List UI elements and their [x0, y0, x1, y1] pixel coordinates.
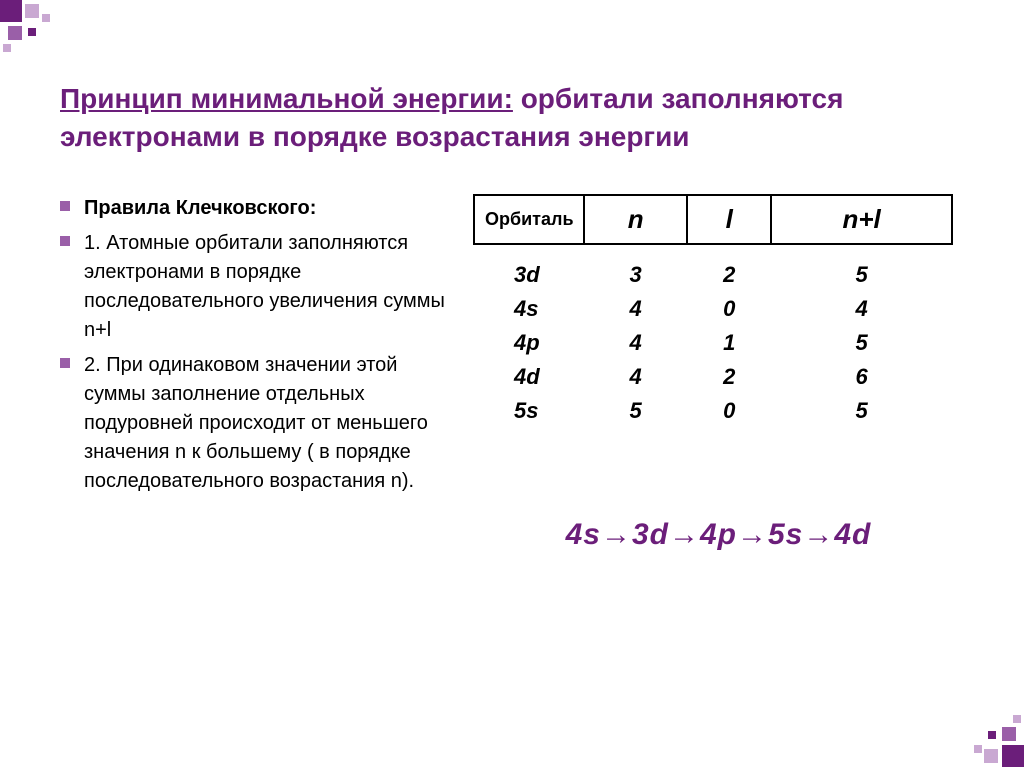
rule-item: 1. Атомные орбитали заполняются электрон…	[60, 229, 445, 345]
cell: 5s	[474, 394, 584, 428]
cell: 5	[771, 258, 952, 292]
bullet-icon	[60, 201, 70, 211]
table-row: 3d 3 2 5	[474, 258, 952, 292]
left-column: Правила Клечковского: 1. Атомные орбитал…	[60, 194, 445, 552]
table-row: 4s 4 0 4	[474, 292, 952, 326]
cell: 3	[584, 258, 687, 292]
cell: 2	[687, 360, 771, 394]
cell: 5	[771, 326, 952, 360]
cell: 4	[771, 292, 952, 326]
rules-heading-item: Правила Клечковского:	[60, 194, 445, 223]
filling-sequence: 4s→3d→4p→5s→4d	[473, 518, 964, 552]
table-row: 4p 4 1 5	[474, 326, 952, 360]
slide-content: Принцип минимальной энергии: орбитали за…	[0, 0, 1024, 592]
cell: 4	[584, 326, 687, 360]
bullet-icon	[60, 358, 70, 368]
cell: 4p	[474, 326, 584, 360]
cell: 3d	[474, 258, 584, 292]
cell: 4d	[474, 360, 584, 394]
table-row: 5s 5 0 5	[474, 394, 952, 428]
cell: 0	[687, 394, 771, 428]
cell: 5	[771, 394, 952, 428]
rules-heading: Правила Клечковского:	[84, 194, 316, 223]
th-nplusl: n+l	[771, 195, 952, 244]
cell: 0	[687, 292, 771, 326]
table-header-row: Орбиталь n l n+l	[474, 195, 952, 244]
bullet-icon	[60, 236, 70, 246]
orbitals-table: Орбиталь n l n+l 3d 3 2 5 4s	[473, 194, 953, 428]
table-body: 3d 3 2 5 4s 4 0 4 4p 4 1	[474, 244, 952, 428]
cell: 1	[687, 326, 771, 360]
cell: 6	[771, 360, 952, 394]
decor-top-left	[0, 0, 120, 60]
title-accent: Принцип минимальной энергии:	[60, 83, 513, 114]
rules-list: Правила Клечковского: 1. Атомные орбитал…	[60, 194, 445, 496]
cell: 4	[584, 360, 687, 394]
rule-text: 1. Атомные орбитали заполняются электрон…	[84, 229, 445, 345]
decor-bottom-right	[924, 712, 1024, 767]
th-l: l	[687, 195, 771, 244]
cell: 4	[584, 292, 687, 326]
cell: 4s	[474, 292, 584, 326]
cell: 2	[687, 258, 771, 292]
rule-text: 2. При одинаковом значении этой суммы за…	[84, 351, 445, 496]
right-column: Орбиталь n l n+l 3d 3 2 5 4s	[473, 194, 964, 552]
slide-title: Принцип минимальной энергии: орбитали за…	[60, 80, 964, 156]
th-n: n	[584, 195, 687, 244]
cell: 5	[584, 394, 687, 428]
two-column-layout: Правила Клечковского: 1. Атомные орбитал…	[60, 194, 964, 552]
th-orbital: Орбиталь	[474, 195, 584, 244]
rule-item: 2. При одинаковом значении этой суммы за…	[60, 351, 445, 496]
table-row: 4d 4 2 6	[474, 360, 952, 394]
